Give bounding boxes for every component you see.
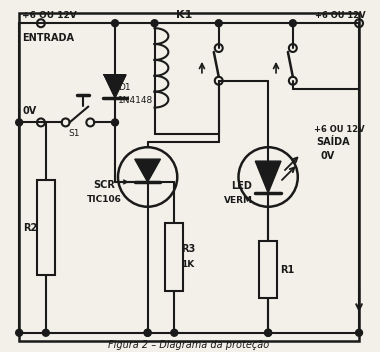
- Polygon shape: [135, 159, 160, 182]
- Text: SCR: SCR: [93, 180, 115, 190]
- Circle shape: [151, 20, 158, 27]
- Text: R2: R2: [23, 222, 37, 233]
- Circle shape: [112, 119, 119, 126]
- Circle shape: [171, 329, 178, 336]
- Text: +6 OU 12V: +6 OU 12V: [22, 11, 77, 20]
- Text: +6 OU 12V: +6 OU 12V: [314, 125, 364, 134]
- Text: 1N4148: 1N4148: [118, 96, 153, 105]
- Circle shape: [265, 329, 272, 336]
- Circle shape: [112, 20, 119, 27]
- Circle shape: [215, 20, 222, 27]
- Text: 1K: 1K: [181, 260, 195, 269]
- Circle shape: [16, 329, 23, 336]
- Text: VERM.: VERM.: [224, 196, 256, 205]
- Bar: [37, 180, 55, 275]
- Circle shape: [265, 329, 272, 336]
- Bar: [259, 241, 277, 298]
- Circle shape: [144, 329, 151, 336]
- Text: K1: K1: [176, 10, 193, 20]
- Text: LED: LED: [231, 181, 252, 191]
- Circle shape: [356, 329, 363, 336]
- Text: 0V: 0V: [22, 107, 36, 117]
- Text: ENTRADA: ENTRADA: [22, 33, 74, 43]
- Text: R3: R3: [181, 244, 195, 254]
- Circle shape: [16, 119, 23, 126]
- Bar: [165, 224, 183, 291]
- Circle shape: [43, 329, 49, 336]
- Circle shape: [144, 329, 151, 336]
- Text: 0V: 0V: [320, 151, 335, 161]
- Polygon shape: [104, 75, 126, 98]
- Text: +6 OU 12V: +6 OU 12V: [315, 11, 365, 20]
- Text: SAÍDA: SAÍDA: [317, 137, 350, 147]
- Text: D1: D1: [118, 83, 131, 92]
- Text: Figura 2 – Diagrama da proteção: Figura 2 – Diagrama da proteção: [108, 340, 270, 350]
- Circle shape: [290, 20, 296, 27]
- Text: TIC106: TIC106: [87, 195, 122, 204]
- Text: R1: R1: [280, 265, 294, 275]
- Polygon shape: [255, 161, 281, 193]
- Text: S1: S1: [68, 129, 80, 138]
